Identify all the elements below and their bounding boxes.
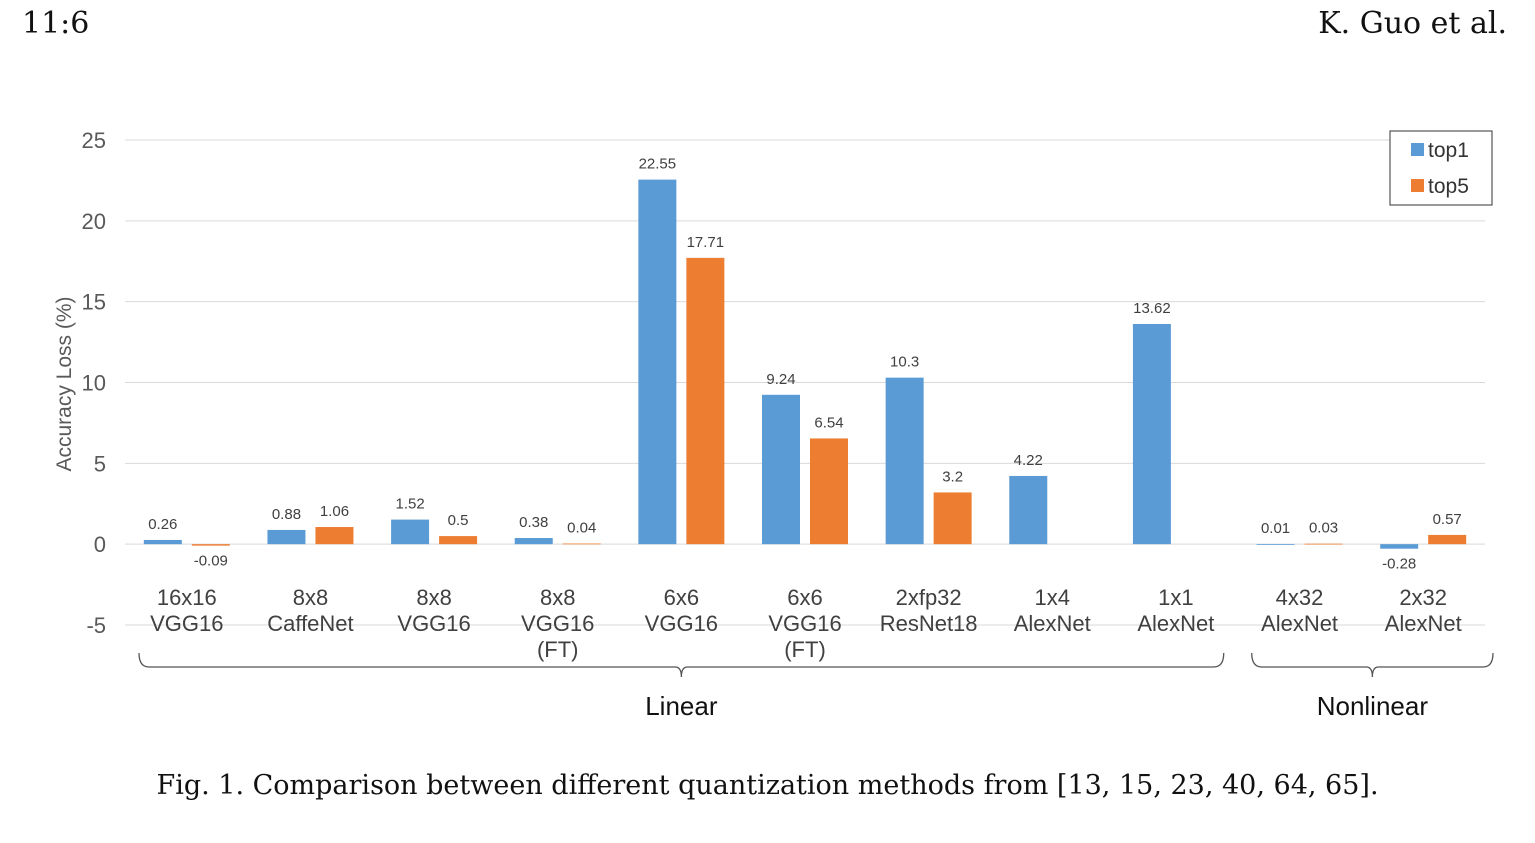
bar-top5 [686, 257, 725, 545]
data-label-top5: 0.04 [567, 520, 596, 537]
y-axis-label: Accuracy Loss (%) [53, 296, 76, 471]
group-label: Nonlinear [1317, 691, 1429, 721]
data-label-top5: 0.5 [448, 512, 469, 529]
y-axis-ticks: -5 0 5 10 15 20 25 [82, 128, 106, 638]
data-label-top5: -0.09 [194, 553, 228, 570]
bar-top5 [562, 543, 601, 545]
data-label-top1: 10.3 [890, 354, 919, 371]
category-label: 4x32 [1276, 585, 1324, 610]
bar-top5 [191, 544, 230, 546]
y-tick-label: 5 [94, 451, 106, 476]
data-label-top1: 1.52 [395, 496, 424, 513]
category-label: AlexNet [1385, 611, 1462, 636]
bar-top5 [315, 527, 354, 545]
category-label: (FT) [784, 637, 826, 662]
bar-top1 [1256, 544, 1295, 545]
category-label: ResNet18 [880, 611, 978, 636]
bar-top1 [267, 529, 306, 545]
legend-swatch-top1 [1411, 143, 1424, 156]
category-label: 6x6 [664, 585, 699, 610]
category-label: 2x32 [1399, 585, 1447, 610]
group-bracket [1251, 652, 1494, 678]
legend-label-top5: top5 [1428, 175, 1469, 198]
category-label: 6x6 [787, 585, 822, 610]
bar-top5 [439, 536, 478, 545]
group-brackets: Linear Nonlinear [138, 652, 1494, 721]
category-label: VGG16 [768, 611, 841, 636]
legend-box [1389, 130, 1493, 206]
bar-top1 [143, 539, 182, 545]
data-label-top5: 1.06 [320, 503, 349, 520]
category-label: VGG16 [397, 611, 470, 636]
category-label: 1x1 [1158, 585, 1193, 610]
page-number: 11:6 [22, 6, 90, 41]
legend-label-top1: top1 [1428, 139, 1469, 162]
category-label: 8x8 [293, 585, 328, 610]
y-tick-label: 25 [82, 128, 106, 153]
data-label-top1: 4.22 [1014, 452, 1043, 469]
gridlines [125, 139, 1485, 626]
figure-caption: Fig. 1. Comparison between different qua… [156, 770, 1379, 801]
data-labels: 0.26 -0.09 0.88 1.06 1.52 0.5 0.38 0.04 22.55 17.… [148, 156, 1462, 573]
running-head: K. Guo et al. [1318, 6, 1507, 41]
category-label: 16x16 [157, 585, 217, 610]
y-tick-label: 0 [94, 532, 106, 557]
bar-top1 [885, 377, 924, 545]
data-label-top5: 3.2 [942, 468, 963, 485]
data-label-top5: 0.03 [1309, 520, 1338, 537]
group-label: Linear [645, 691, 718, 721]
category-label: 8x8 [416, 585, 451, 610]
legend-swatch-top5 [1411, 179, 1424, 192]
bar-top5 [1428, 534, 1467, 545]
bar-top1 [1380, 544, 1419, 549]
data-label-top5: 6.54 [814, 414, 843, 431]
bar-top5 [933, 492, 972, 545]
y-tick-label: 15 [82, 290, 106, 315]
category-label: CaffeNet [267, 611, 353, 636]
y-tick-label: -5 [86, 613, 106, 638]
bar-top1 [1132, 323, 1171, 545]
data-label-top1: 13.62 [1133, 300, 1171, 317]
bar-top1 [391, 519, 430, 545]
data-label-top5: 17.71 [687, 234, 725, 251]
bar-top1 [762, 394, 800, 545]
data-label-top1: 0.26 [148, 516, 177, 533]
bar-top5 [810, 438, 848, 545]
category-label: AlexNet [1014, 611, 1091, 636]
category-label: 1x4 [1035, 585, 1070, 610]
category-label: 2xfp32 [896, 585, 962, 610]
data-label-top1: -0.28 [1382, 556, 1416, 573]
data-label-top5: 0.57 [1433, 511, 1462, 528]
data-label-top1: 9.24 [766, 371, 795, 388]
category-label: VGG16 [150, 611, 223, 636]
bar-top1 [1009, 475, 1048, 545]
y-tick-label: 10 [82, 371, 106, 396]
data-label-top1: 0.88 [272, 506, 301, 523]
group-bracket [138, 652, 1225, 678]
category-label: 8x8 [540, 585, 575, 610]
y-tick-label: 20 [82, 209, 106, 234]
category-label: VGG16 [521, 611, 594, 636]
bars [143, 179, 1467, 549]
bar-top1 [638, 179, 677, 545]
category-label: AlexNet [1137, 611, 1214, 636]
category-label: AlexNet [1261, 611, 1338, 636]
data-label-top1: 0.01 [1261, 520, 1290, 537]
category-labels: 16x16VGG168x8CaffeNet8x8VGG168x8VGG16(FT… [150, 585, 1462, 662]
bar-chart: -5 0 5 10 15 20 25 Accuracy Loss (%) 0.26 -0.09… [53, 128, 1494, 721]
bar-top1 [514, 538, 553, 545]
category-label: VGG16 [645, 611, 718, 636]
bar-top5 [1304, 543, 1343, 545]
data-label-top1: 22.55 [639, 156, 677, 173]
data-label-top1: 0.38 [519, 514, 548, 531]
category-label: (FT) [537, 637, 579, 662]
legend: top1 top5 [1389, 130, 1493, 206]
